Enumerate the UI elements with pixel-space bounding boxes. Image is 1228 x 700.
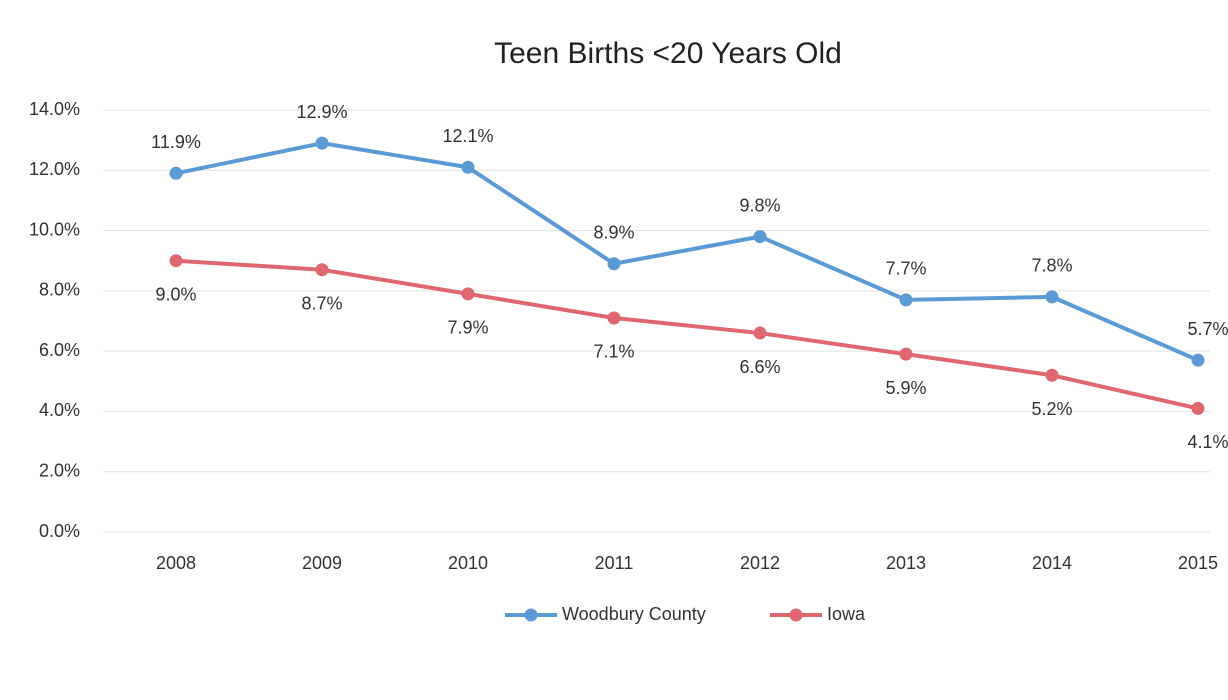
x-tick-label: 2009 — [302, 553, 342, 573]
data-label: 9.0% — [155, 284, 196, 304]
point — [315, 263, 329, 277]
data-label: 5.9% — [885, 378, 926, 398]
point — [169, 166, 183, 180]
series-line — [175, 141, 1199, 363]
x-tick-label: 2011 — [595, 553, 634, 573]
legend-marker — [524, 608, 538, 622]
data-label: 7.7% — [885, 259, 926, 279]
point — [1045, 290, 1059, 304]
data-label: 11.9% — [151, 132, 201, 152]
y-tick-label: 4.0% — [39, 400, 80, 420]
data-label: 7.1% — [593, 342, 634, 362]
point — [753, 230, 767, 244]
legend-label: Iowa — [827, 604, 866, 624]
data-label: 6.6% — [739, 357, 780, 377]
data-label: 12.9% — [296, 102, 347, 122]
data-label: 5.7% — [1187, 319, 1228, 339]
data-label: 8.9% — [593, 222, 634, 242]
y-tick-label: 2.0% — [39, 460, 80, 480]
data-label: 4.1% — [1187, 432, 1228, 452]
point — [461, 160, 475, 174]
point — [1191, 353, 1205, 367]
data-label: 5.2% — [1031, 399, 1072, 419]
y-tick-label: 6.0% — [39, 340, 80, 360]
y-tick-label: 10.0% — [29, 219, 80, 239]
legend-label: Woodbury County — [562, 604, 706, 624]
point — [315, 136, 329, 150]
point — [899, 293, 913, 307]
point — [899, 347, 913, 361]
data-label: 9.8% — [739, 195, 780, 215]
point — [1045, 368, 1059, 382]
y-tick-label: 8.0% — [39, 280, 80, 300]
data-label: 8.7% — [301, 294, 342, 314]
y-tick-label: 12.0% — [29, 159, 80, 179]
chart-title: Teen Births <20 Years Old — [494, 37, 842, 70]
point — [607, 311, 621, 325]
point — [169, 254, 183, 268]
point — [1191, 401, 1205, 415]
x-tick-label: 2015 — [1178, 553, 1218, 573]
point — [461, 287, 475, 301]
x-tick-label: 2013 — [886, 553, 926, 573]
point — [753, 326, 767, 340]
legend-marker — [789, 608, 803, 622]
data-label: 12.1% — [442, 126, 493, 146]
x-tick-label: 2012 — [740, 553, 780, 573]
y-tick-label: 14.0% — [29, 99, 80, 119]
series-line — [175, 258, 1199, 411]
x-tick-label: 2014 — [1032, 553, 1072, 573]
y-tick-label: 0.0% — [39, 521, 80, 541]
x-tick-label: 2010 — [448, 553, 488, 573]
data-label: 7.9% — [447, 318, 488, 338]
data-label: 7.8% — [1031, 256, 1072, 276]
x-tick-label: 2008 — [156, 553, 196, 573]
point — [607, 257, 621, 271]
